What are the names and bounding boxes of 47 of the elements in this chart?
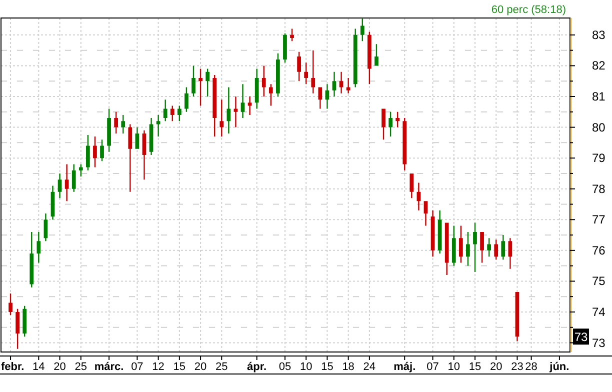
- candlestick: [226, 87, 231, 134]
- x-tick-label: márc.: [94, 361, 124, 373]
- candlestick: [64, 164, 69, 202]
- x-tick-label: 25: [216, 361, 228, 373]
- candlestick: [248, 96, 252, 115]
- candlestick: [156, 114, 160, 137]
- x-tick-label: ápr.: [247, 361, 267, 373]
- x-tick-label: jún.: [548, 361, 570, 373]
- x-tick-label: febr.: [1, 361, 24, 373]
- candlestick: [128, 124, 132, 192]
- y-tick-label: 77: [592, 212, 606, 227]
- y-tick-label: 78: [592, 182, 606, 196]
- x-tick-label: 10: [300, 361, 312, 373]
- x-tick-label: 23: [511, 361, 524, 373]
- text: 73: [574, 330, 588, 344]
- y-tick-label: 75: [592, 274, 606, 288]
- y-tick-label: 81: [592, 90, 606, 104]
- x-tick-label: 14: [32, 361, 45, 373]
- candlestick: [339, 72, 344, 94]
- candlestick: [234, 96, 238, 128]
- candlestick: [240, 84, 245, 118]
- candlestick: [346, 78, 350, 94]
- x-tick-label: 20: [54, 361, 66, 373]
- x-tick-label: 07: [426, 361, 439, 373]
- x-tick-label: 15: [173, 361, 186, 373]
- y-tick-label: 83: [592, 28, 606, 42]
- y-tick-label: 79: [592, 151, 606, 166]
- x-tick-label: 28: [525, 361, 538, 373]
- y-tick-label: 80: [592, 120, 606, 134]
- x-tick-label: 10: [448, 361, 460, 373]
- y-tick-label: 82: [592, 58, 606, 73]
- y-tick-label: 73: [592, 336, 606, 350]
- candlestick: [36, 232, 41, 263]
- x-tick-label: 25: [74, 361, 88, 373]
- x-tick-label: 15: [321, 361, 334, 373]
- x-tick-label: 12: [152, 361, 164, 373]
- x-tick-label: 07: [131, 361, 144, 373]
- x-tick-label: 20: [194, 361, 207, 373]
- chart-subtitle: 60 perc (58:18): [491, 4, 566, 16]
- x-tick-label: 20: [490, 361, 502, 373]
- x-tick-label: 18: [342, 361, 354, 373]
- x-tick-label: 15: [468, 361, 482, 373]
- x-tick-label: 05: [278, 361, 292, 373]
- x-tick-label: 24: [363, 361, 376, 373]
- y-tick-label: 76: [592, 243, 606, 258]
- x-tick-label: máj.: [394, 361, 416, 373]
- y-tick-label: 74: [592, 304, 606, 319]
